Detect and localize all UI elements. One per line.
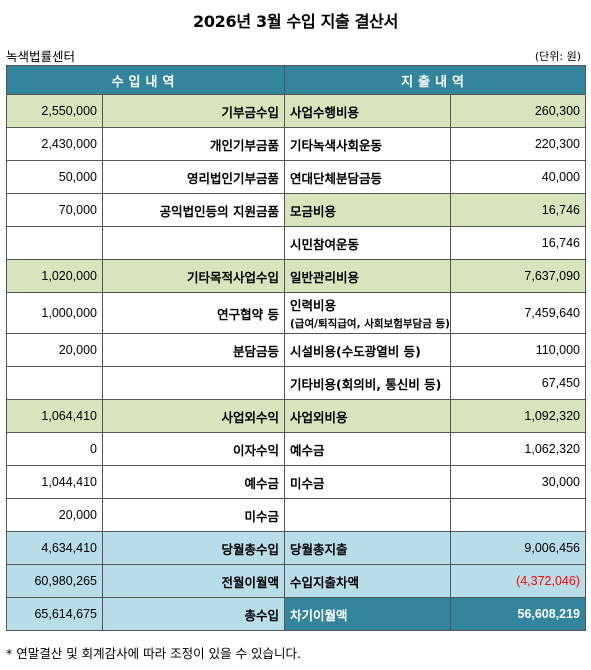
expense-amount: 16,746 (450, 226, 586, 260)
table-row: 기타비용(회의비, 통신비 등) 67,450 (6, 366, 586, 400)
expense-amount: 1,062,320 (450, 432, 586, 466)
income-amount: 2,550,000 (6, 94, 103, 128)
income-amount: 20,000 (6, 498, 103, 532)
table-row: 1,064,410 사업외수익 사업외비용 1,092,320 (6, 399, 586, 433)
income-label: 연구협약 등 (102, 292, 285, 334)
expense-amount: 30,000 (450, 465, 586, 499)
ledger-table: 수입내역 지출내역 2,550,000 기부금수입 사업수행비용 260,300… (6, 65, 586, 631)
table-row: 0 이자수익 예수금 1,062,320 (6, 432, 586, 466)
expense-label: 사업외비용 (284, 399, 451, 433)
organization-name: 녹색법률센터 (6, 49, 76, 64)
income-header: 수입내역 (6, 65, 285, 95)
income-label: 전월이월액 (102, 564, 285, 598)
income-label: 분담금등 (102, 333, 285, 367)
expense-label: 연대단체분담금등 (284, 160, 451, 194)
expense-label: 사업수행비용 (284, 94, 451, 128)
expense-amount (450, 498, 586, 532)
income-label: 기부금수입 (102, 94, 285, 128)
expense-label (284, 498, 451, 532)
income-label (102, 366, 285, 400)
expense-label: 수입지출차액 (284, 564, 451, 598)
table-row: 1,044,410 예수금 미수금 30,000 (6, 465, 586, 499)
income-label: 미수금 (102, 498, 285, 532)
expense-amount: 7,459,640 (450, 292, 586, 334)
expense-amount: 56,608,219 (450, 597, 586, 631)
expense-label: 차기이월액 (284, 597, 451, 631)
income-amount (6, 226, 103, 260)
expense-header: 지출내역 (284, 65, 586, 95)
footnote: * 연말결산 및 회계감사에 따라 조정이 있을 수 있습니다. (6, 646, 302, 661)
income-amount: 4,634,410 (6, 531, 103, 565)
expense-amount: (4,372,046) (450, 564, 586, 598)
expense-label: 인력비용 (290, 298, 337, 313)
expense-label: 미수금 (284, 465, 451, 499)
income-amount: 70,000 (6, 193, 103, 227)
expense-label-cell: 인력비용 (급여/퇴직급여, 사회보험부담금 등) (284, 292, 451, 334)
table-row: 70,000 공익법인등의 지원금품 모금비용 16,746 (6, 193, 586, 227)
expense-sublabel: (급여/퇴직급여, 사회보험부담금 등) (290, 318, 450, 330)
table-header-row: 수입내역 지출내역 (6, 65, 586, 95)
expense-label: 모금비용 (284, 193, 451, 227)
income-amount: 1,044,410 (6, 465, 103, 499)
income-label: 사업외수익 (102, 399, 285, 433)
expense-amount: 220,300 (450, 127, 586, 161)
table-row: 60,980,265 전월이월액 수입지출차액 (4,372,046) (6, 564, 586, 598)
expense-amount: 7,637,090 (450, 259, 586, 293)
table-row: 4,634,410 당월총수입 당월총지출 9,006,456 (6, 531, 586, 565)
income-label: 공익법인등의 지원금품 (102, 193, 285, 227)
expense-amount: 9,006,456 (450, 531, 586, 565)
expense-label: 기타녹색사회운동 (284, 127, 451, 161)
table-row: 2,430,000 개인기부금품 기타녹색사회운동 220,300 (6, 127, 586, 161)
report-title: 2026년 3월 수입 지출 결산서 (192, 12, 399, 31)
income-label: 총수입 (102, 597, 285, 631)
expense-amount: 1,092,320 (450, 399, 586, 433)
unit-label: (단위: 원) (534, 50, 581, 63)
table-row: 65,614,675 총수입 차기이월액 56,608,219 (6, 597, 586, 631)
income-label: 개인기부금품 (102, 127, 285, 161)
table-row: 1,020,000 기타목적사업수입 일반관리비용 7,637,090 (6, 259, 586, 293)
expense-amount: 260,300 (450, 94, 586, 128)
income-amount: 1,020,000 (6, 259, 103, 293)
income-amount: 0 (6, 432, 103, 466)
expense-label: 예수금 (284, 432, 451, 466)
income-label (102, 226, 285, 260)
expense-label: 시설비용(수도광열비 등) (284, 333, 451, 367)
table-row: 20,000 분담금등 시설비용(수도광열비 등) 110,000 (6, 333, 586, 367)
income-label: 예수금 (102, 465, 285, 499)
income-label: 이자수익 (102, 432, 285, 466)
expense-label: 일반관리비용 (284, 259, 451, 293)
income-label: 영리법인기부금품 (102, 160, 285, 194)
expense-amount: 40,000 (450, 160, 586, 194)
income-amount: 65,614,675 (6, 597, 103, 631)
table-row: 20,000 미수금 (6, 498, 586, 532)
income-amount: 2,430,000 (6, 127, 103, 161)
income-amount: 50,000 (6, 160, 103, 194)
table-row: 50,000 영리법인기부금품 연대단체분담금등 40,000 (6, 160, 586, 194)
expense-label: 시민참여운동 (284, 226, 451, 260)
income-label: 기타목적사업수입 (102, 259, 285, 293)
table-row: 1,000,000 연구협약 등 인력비용 (급여/퇴직급여, 사회보험부담금 … (6, 292, 586, 334)
expense-label: 당월총지출 (284, 531, 451, 565)
table-row: 시민참여운동 16,746 (6, 226, 586, 260)
income-amount: 20,000 (6, 333, 103, 367)
expense-amount: 16,746 (450, 193, 586, 227)
income-amount: 1,000,000 (6, 292, 103, 334)
income-amount: 1,064,410 (6, 399, 103, 433)
expense-amount: 67,450 (450, 366, 586, 400)
income-amount: 60,980,265 (6, 564, 103, 598)
table-row: 2,550,000 기부금수입 사업수행비용 260,300 (6, 94, 586, 128)
expense-amount: 110,000 (450, 333, 586, 367)
income-amount (6, 366, 103, 400)
expense-label: 기타비용(회의비, 통신비 등) (284, 366, 451, 400)
income-label: 당월총수입 (102, 531, 285, 565)
